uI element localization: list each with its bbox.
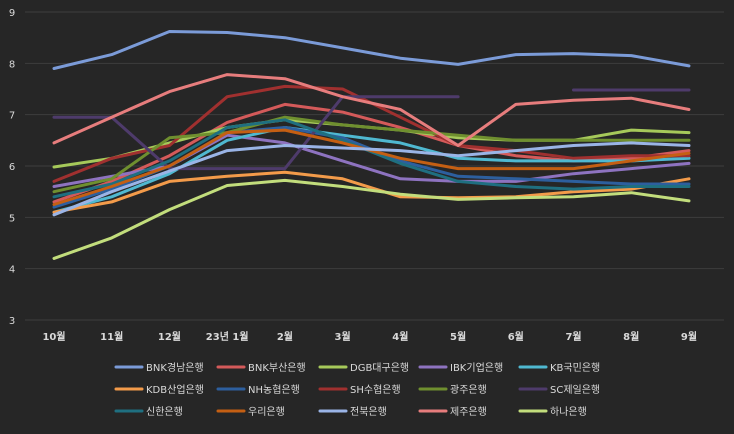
x-tick-label: 6월 bbox=[508, 331, 524, 343]
legend-label: KDB산업은행 bbox=[146, 383, 204, 396]
y-tick-label: 4 bbox=[9, 265, 15, 276]
series-lines bbox=[52, 30, 691, 260]
legend-label: SH수협은행 bbox=[350, 383, 401, 396]
series-line bbox=[52, 115, 691, 194]
legend-label: NH농협은행 bbox=[248, 383, 300, 396]
legend-label: DGB대구은행 bbox=[350, 362, 409, 374]
legend-label: 광주은행 bbox=[450, 384, 487, 396]
legend-item: BNK경남은행 bbox=[114, 361, 204, 374]
x-tick-label: 7월 bbox=[565, 331, 581, 343]
series-line bbox=[52, 126, 691, 214]
legend-item: SC제일은행 bbox=[518, 384, 600, 396]
legend-label: 하나은행 bbox=[550, 405, 587, 418]
legend-label: SC제일은행 bbox=[550, 384, 600, 396]
x-axis-ticks: 10월 11월 12월 23년 1월 2월 3월 4월 5월 6월 7월 8월 9월 bbox=[42, 330, 697, 343]
legend-item: NH농협은행 bbox=[216, 383, 300, 396]
legend-item: KB국민은행 bbox=[518, 362, 600, 374]
series-line bbox=[52, 95, 460, 171]
legend-label: IBK기업은행 bbox=[450, 361, 503, 374]
x-tick-label: 4월 bbox=[392, 331, 408, 343]
legend: BNK경남은행 BNK부산은행 DGB대구은행 IBK기업은행 KB국민은행 KDB산업은… bbox=[114, 361, 600, 418]
legend-item: IBK기업은행 bbox=[418, 361, 503, 374]
legend-item: 우리은행 bbox=[216, 406, 285, 418]
series-line bbox=[52, 178, 691, 260]
x-tick-label: 10월 bbox=[42, 331, 65, 343]
x-tick-label: 5월 bbox=[450, 331, 466, 343]
series-9 bbox=[52, 115, 691, 194]
y-axis-ticks: 3 4 5 6 7 8 9 bbox=[9, 8, 15, 327]
legend-item: KDB산업은행 bbox=[114, 383, 204, 396]
series-line bbox=[52, 170, 691, 214]
series-14 bbox=[52, 73, 691, 147]
y-tick-label: 6 bbox=[9, 162, 15, 173]
x-tick-label: 9월 bbox=[681, 331, 697, 343]
series-line bbox=[52, 133, 691, 188]
legend-label: 신한은행 bbox=[146, 406, 183, 418]
y-tick-label: 9 bbox=[9, 8, 15, 19]
series-5 bbox=[52, 126, 691, 214]
legend-label: 우리은행 bbox=[248, 406, 285, 418]
y-tick-label: 5 bbox=[9, 213, 15, 224]
legend-item: 광주은행 bbox=[418, 384, 487, 396]
series-4 bbox=[52, 133, 691, 188]
series-13 bbox=[52, 141, 691, 217]
x-tick-label: 8월 bbox=[623, 331, 639, 343]
legend-item: SH수협은행 bbox=[318, 383, 401, 396]
legend-label: BNK경남은행 bbox=[146, 361, 204, 374]
legend-label: BNK부산은행 bbox=[248, 362, 306, 374]
legend-label: KB국민은행 bbox=[550, 362, 600, 374]
y-tick-label: 7 bbox=[9, 111, 15, 122]
series-line bbox=[52, 141, 691, 217]
legend-item: 제주은행 bbox=[418, 406, 487, 418]
legend-item: 하나은행 bbox=[518, 405, 587, 418]
x-tick-label: 2월 bbox=[277, 331, 293, 343]
legend-item: 신한은행 bbox=[114, 406, 183, 418]
gridlines bbox=[25, 11, 724, 321]
legend-label: 제주은행 bbox=[450, 406, 487, 418]
x-tick-label: 12월 bbox=[158, 331, 181, 343]
x-tick-label: 3월 bbox=[335, 331, 351, 343]
series-10 bbox=[52, 88, 691, 171]
series-line bbox=[52, 30, 691, 70]
x-tick-label: 23년 1월 bbox=[206, 330, 249, 343]
legend-label: 전북은행 bbox=[350, 406, 387, 418]
series-1 bbox=[52, 30, 691, 70]
series-line bbox=[52, 73, 691, 147]
legend-item: DGB대구은행 bbox=[318, 362, 409, 374]
legend-item: 전북은행 bbox=[318, 406, 387, 418]
x-tick-label: 11월 bbox=[100, 331, 123, 343]
y-tick-label: 8 bbox=[9, 59, 15, 70]
series-15 bbox=[52, 178, 691, 260]
series-6 bbox=[52, 170, 691, 214]
legend-item: BNK부산은행 bbox=[216, 362, 306, 374]
y-tick-label: 3 bbox=[9, 316, 15, 327]
